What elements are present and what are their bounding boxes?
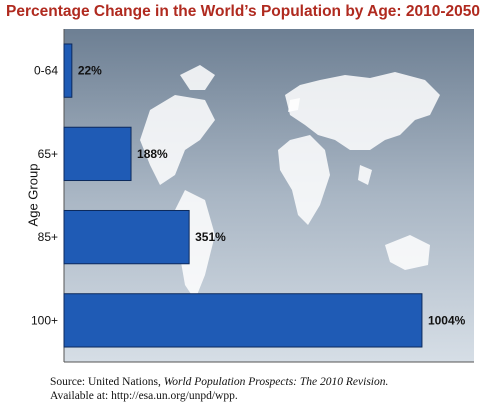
tick-label-85: 85+ [38, 230, 58, 244]
source-prefix: Source: United Nations, [50, 376, 161, 388]
bar-65 [63, 126, 132, 182]
data-label-65: 188% [137, 147, 168, 161]
data-label-0-64: 22% [78, 64, 102, 78]
data-label-100: 1004% [428, 313, 466, 327]
tick-label-0-64: 0-64 [34, 64, 58, 78]
y-axis-label: Age Group [25, 163, 41, 227]
data-label-85: 351% [195, 230, 226, 244]
chart-title: Percentage Change in the World’s Populat… [6, 3, 481, 20]
data-labels-group: 22% 188% 351% 1004% [78, 64, 466, 328]
source-publication: World Population Prospects: The 2010 Rev… [163, 376, 389, 388]
source-availability: Available at: http://esa.un.org/unpd/wpp… [50, 390, 238, 402]
world-map-graphic [140, 65, 440, 300]
source-note: Source: United Nations, World Population… [50, 375, 388, 403]
bar-100 [63, 293, 423, 348]
tick-labels-group: 0-64 65+ 85+ 100+ [31, 64, 58, 328]
tick-label-65: 65+ [38, 147, 58, 161]
bar-85 [63, 209, 190, 265]
bar-0-64 [63, 43, 73, 98]
tick-label-100: 100+ [31, 313, 58, 327]
bars-group [63, 43, 423, 348]
